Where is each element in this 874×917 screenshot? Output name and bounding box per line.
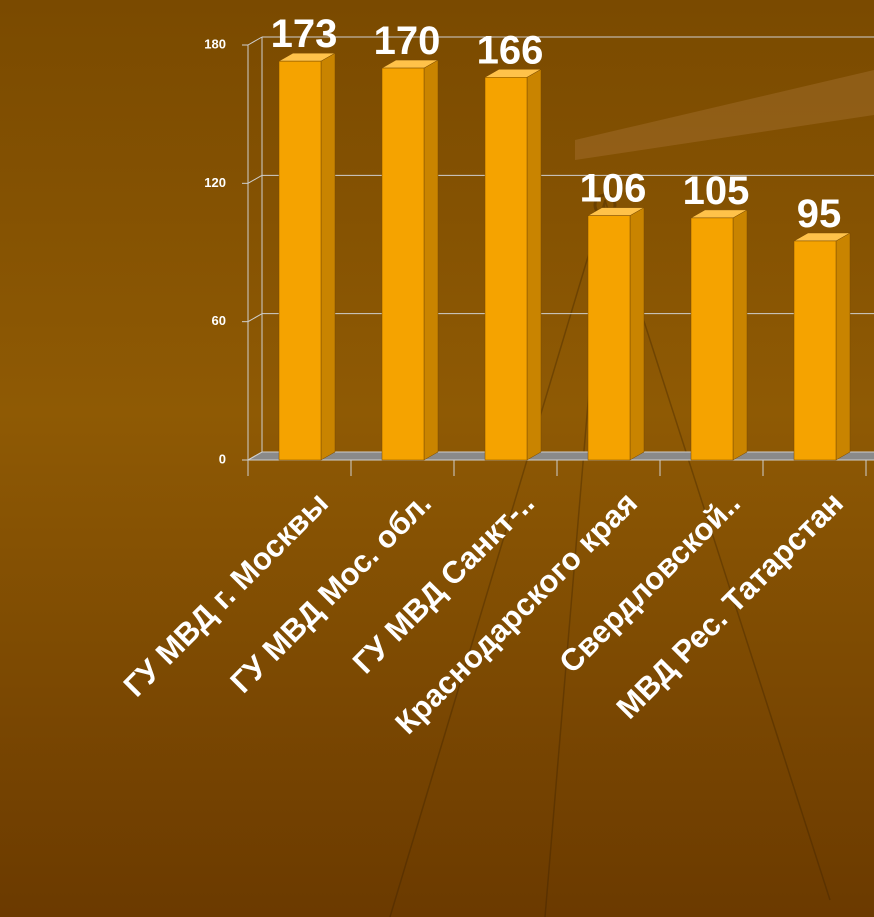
bar-side <box>423 59 439 461</box>
bar-side <box>629 207 645 461</box>
value-label: 106 <box>580 167 647 211</box>
grid-line <box>247 451 263 461</box>
bar <box>690 217 734 461</box>
value-label: 105 <box>683 169 750 213</box>
y-tick-label: 180 <box>204 36 226 51</box>
bar <box>793 240 837 461</box>
y-tick-label: 120 <box>204 175 226 190</box>
y-tick-label: 0 <box>219 451 226 466</box>
bar <box>484 77 528 461</box>
bar <box>278 60 322 461</box>
bar-side <box>320 52 336 461</box>
grid-line <box>247 174 263 184</box>
grid-line <box>247 313 263 323</box>
y-tick-label: 60 <box>212 313 226 328</box>
value-label: 173 <box>271 12 338 56</box>
value-label: 166 <box>477 28 544 72</box>
value-label: 170 <box>374 19 441 63</box>
bar-side <box>732 209 748 461</box>
bar-side <box>835 232 851 461</box>
bar-side <box>526 68 542 461</box>
bar <box>587 215 631 461</box>
floor <box>248 452 874 460</box>
grid-line <box>247 36 263 46</box>
value-label: 95 <box>797 192 842 236</box>
bar <box>381 67 425 461</box>
